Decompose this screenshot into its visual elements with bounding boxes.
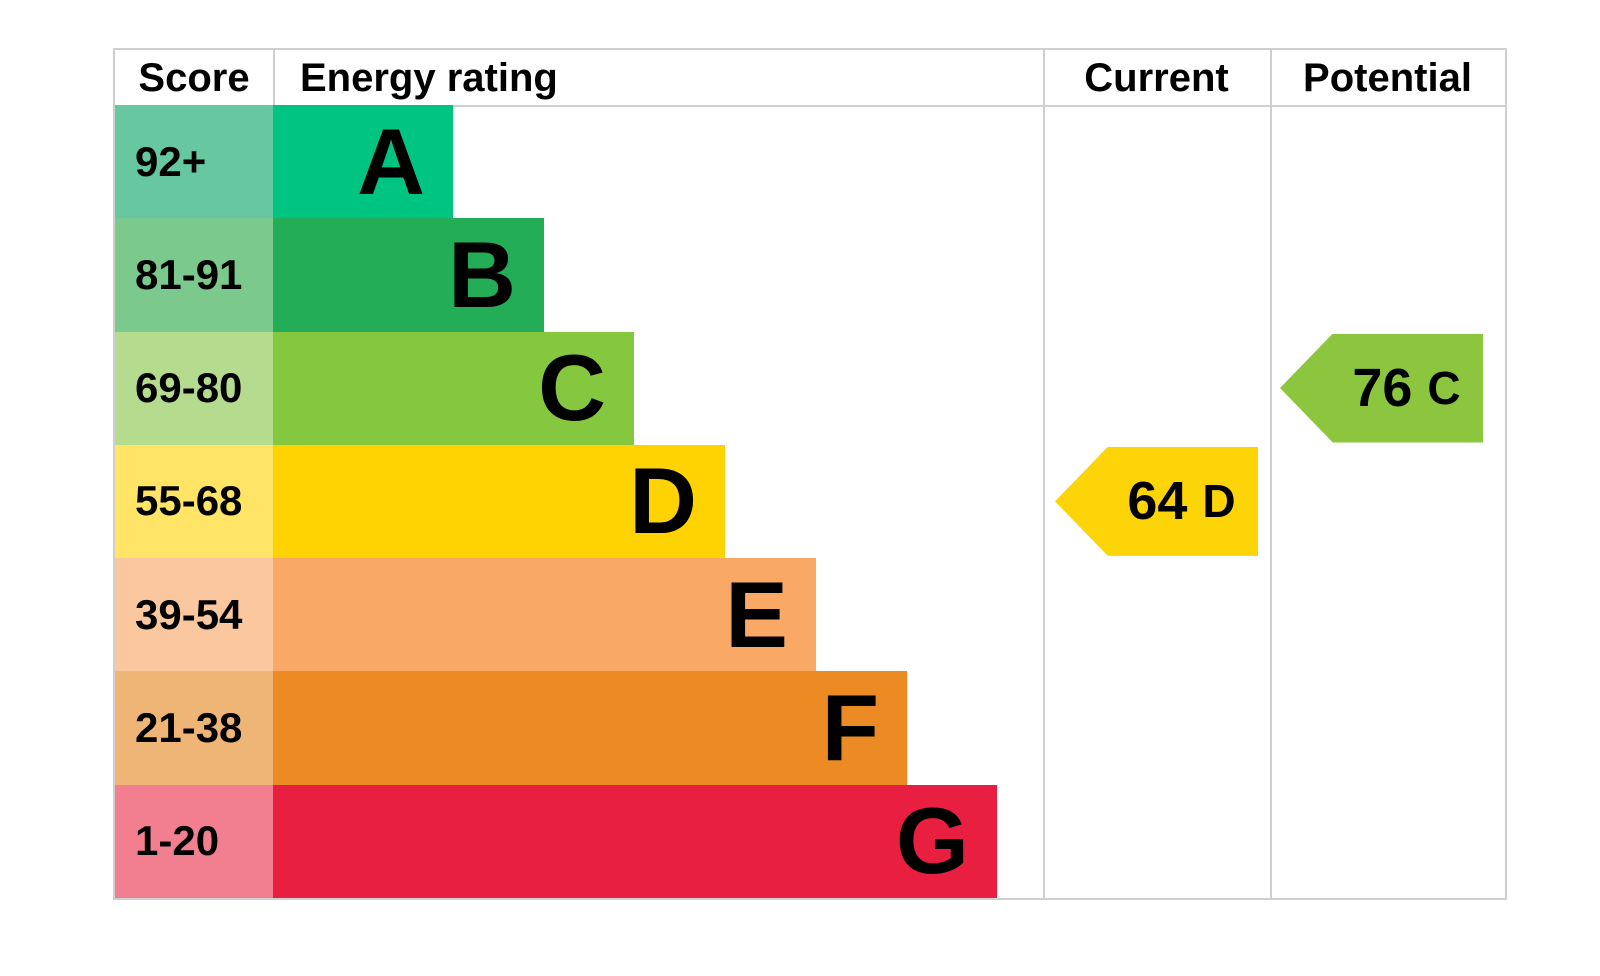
band-letter-e: E [725,561,788,667]
band-row-b: 81-91 B [115,218,1505,332]
band-letter-a: A [357,108,425,214]
rating-bar-e: E [273,558,816,672]
current-rating-band: D [1202,475,1236,528]
score-range-a: 92+ [115,105,273,219]
band-letter-f: F [821,675,879,781]
band-row-f: 21-38 F [115,671,1505,785]
score-range-c: 69-80 [115,331,273,445]
band-letter-d: D [629,448,697,554]
score-range-e: 39-54 [115,558,273,672]
band-row-e: 39-54 E [115,558,1505,672]
potential-rating-score: 76 [1352,358,1413,419]
energy-rating-column-header: Energy rating [300,55,558,100]
rating-bar-f: F [273,671,907,785]
band-letter-b: B [448,221,516,327]
band-letter-c: C [538,335,606,441]
header-bottom-divider [115,105,1505,107]
score-column-header: Score [138,55,250,100]
score-range-f: 21-38 [115,671,273,785]
rating-bar-b: B [273,218,544,332]
band-row-g: 1-20 G [115,784,1505,898]
score-range-g: 1-20 [115,784,273,898]
rating-bar-a: A [273,105,453,219]
score-header-divider [273,50,275,105]
rating-bar-g: G [273,784,997,898]
band-row-c: 69-80 C [115,331,1505,445]
band-letter-g: G [895,788,969,894]
score-range-d: 55-68 [115,444,273,559]
potential-column-divider [1270,50,1272,898]
current-column-divider [1043,50,1045,898]
band-row-a: 92+ A [115,105,1505,219]
score-range-b: 81-91 [115,218,273,332]
current-column-header: Current [1084,55,1229,100]
potential-rating-band: C [1427,362,1461,415]
rating-bar-d: D [273,444,725,559]
rating-table: Score Energy rating Current Potential 92… [113,48,1507,900]
potential-column-header: Potential [1303,55,1472,100]
band-row-d: 55-68 D [115,444,1505,559]
rating-table-inner: Score Energy rating Current Potential 92… [115,50,1505,898]
current-rating-score: 64 [1127,471,1188,532]
rating-bar-c: C [273,331,634,445]
